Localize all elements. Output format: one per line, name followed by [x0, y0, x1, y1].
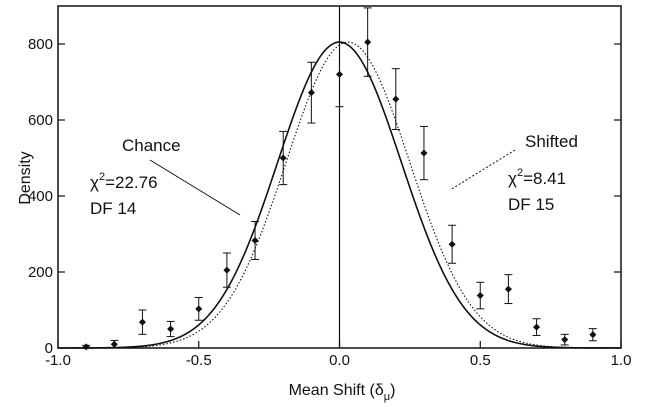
data-point	[279, 154, 287, 162]
shifted-df: DF 15	[508, 195, 554, 214]
data-point	[420, 149, 428, 157]
data-point	[138, 318, 146, 326]
data-point	[335, 70, 344, 78]
data-points	[82, 7, 597, 351]
data-point	[476, 292, 484, 300]
y-tick-label: 400	[28, 188, 53, 205]
data-point	[448, 240, 456, 248]
chance-chi-square: χ2=22.76	[90, 171, 158, 192]
data-point	[589, 331, 597, 339]
data-point	[82, 343, 90, 351]
data-point	[392, 95, 400, 103]
chance-label: Chance	[122, 136, 181, 155]
x-tick-label: -0.5	[186, 352, 212, 369]
y-tick-label: 200	[28, 264, 53, 281]
x-tick-label: -1.0	[45, 352, 71, 369]
data-point	[251, 236, 259, 244]
data-point	[561, 336, 569, 344]
shifted-label: Shifted	[525, 132, 578, 151]
data-point	[364, 38, 372, 46]
axis-ticks: -1.0 -0.5 0.0 0.5 1.0 0 200 400 600 800	[28, 36, 631, 369]
x-tick-label: 0.0	[329, 352, 350, 369]
chance-leader-line	[149, 159, 241, 216]
x-axis-title: Mean Shift (δμ)	[289, 382, 396, 403]
x-tick-label: 0.5	[470, 352, 491, 369]
data-point	[533, 323, 541, 331]
shifted-chi-square: χ2=8.41	[508, 167, 566, 188]
y-tick-label: 800	[28, 36, 53, 53]
data-point	[110, 340, 118, 348]
x-tick-label: 1.0	[611, 352, 632, 369]
data-point	[504, 285, 512, 293]
y-axis-title: Density	[17, 151, 34, 204]
chance-df: DF 14	[90, 199, 136, 218]
y-tick-label: 0	[45, 340, 53, 357]
shifted-leader-line	[449, 149, 516, 191]
data-point	[195, 305, 203, 313]
data-point	[223, 266, 231, 274]
y-tick-label: 600	[28, 112, 53, 129]
data-point	[307, 89, 315, 97]
data-point	[167, 325, 175, 333]
